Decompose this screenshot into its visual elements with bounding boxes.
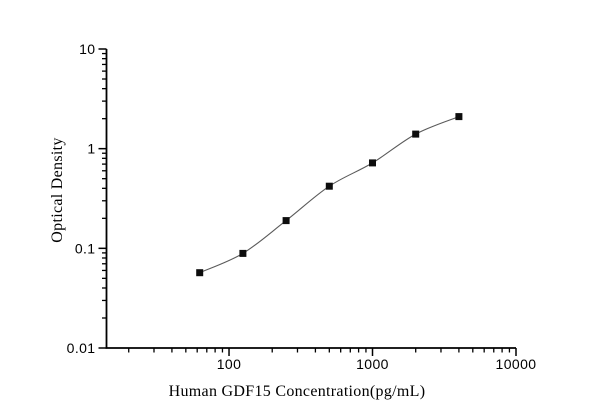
data-series (196, 113, 463, 277)
axis-ticks: 100 1000 10000 0.01 0.1 1 10 (67, 41, 537, 372)
data-point-marker (239, 249, 247, 257)
data-point-marker (455, 113, 463, 121)
data-point-marker (412, 130, 420, 138)
x-tick-label: 10000 (496, 356, 537, 372)
y-tick-label: 0.01 (67, 340, 96, 356)
data-point-marker (325, 182, 333, 190)
x-axis-label: Human GDF15 Concentration(pg/mL) (169, 383, 426, 400)
y-tick-label: 1 (87, 141, 95, 157)
y-tick-label: 0.1 (75, 240, 96, 256)
y-axis-label: Optical Density (49, 137, 66, 242)
data-point-marker (369, 159, 376, 167)
axis-labels: Human GDF15 Concentration(pg/mL) Optical… (49, 137, 425, 400)
fit-curve (199, 116, 460, 274)
data-point-marker (282, 217, 290, 225)
x-tick-label: 1000 (356, 356, 389, 372)
data-point-marker (196, 269, 204, 277)
y-tick-label: 10 (79, 41, 95, 57)
x-tick-label: 100 (217, 356, 242, 372)
axis-frame (105, 49, 516, 349)
axes (105, 49, 516, 349)
